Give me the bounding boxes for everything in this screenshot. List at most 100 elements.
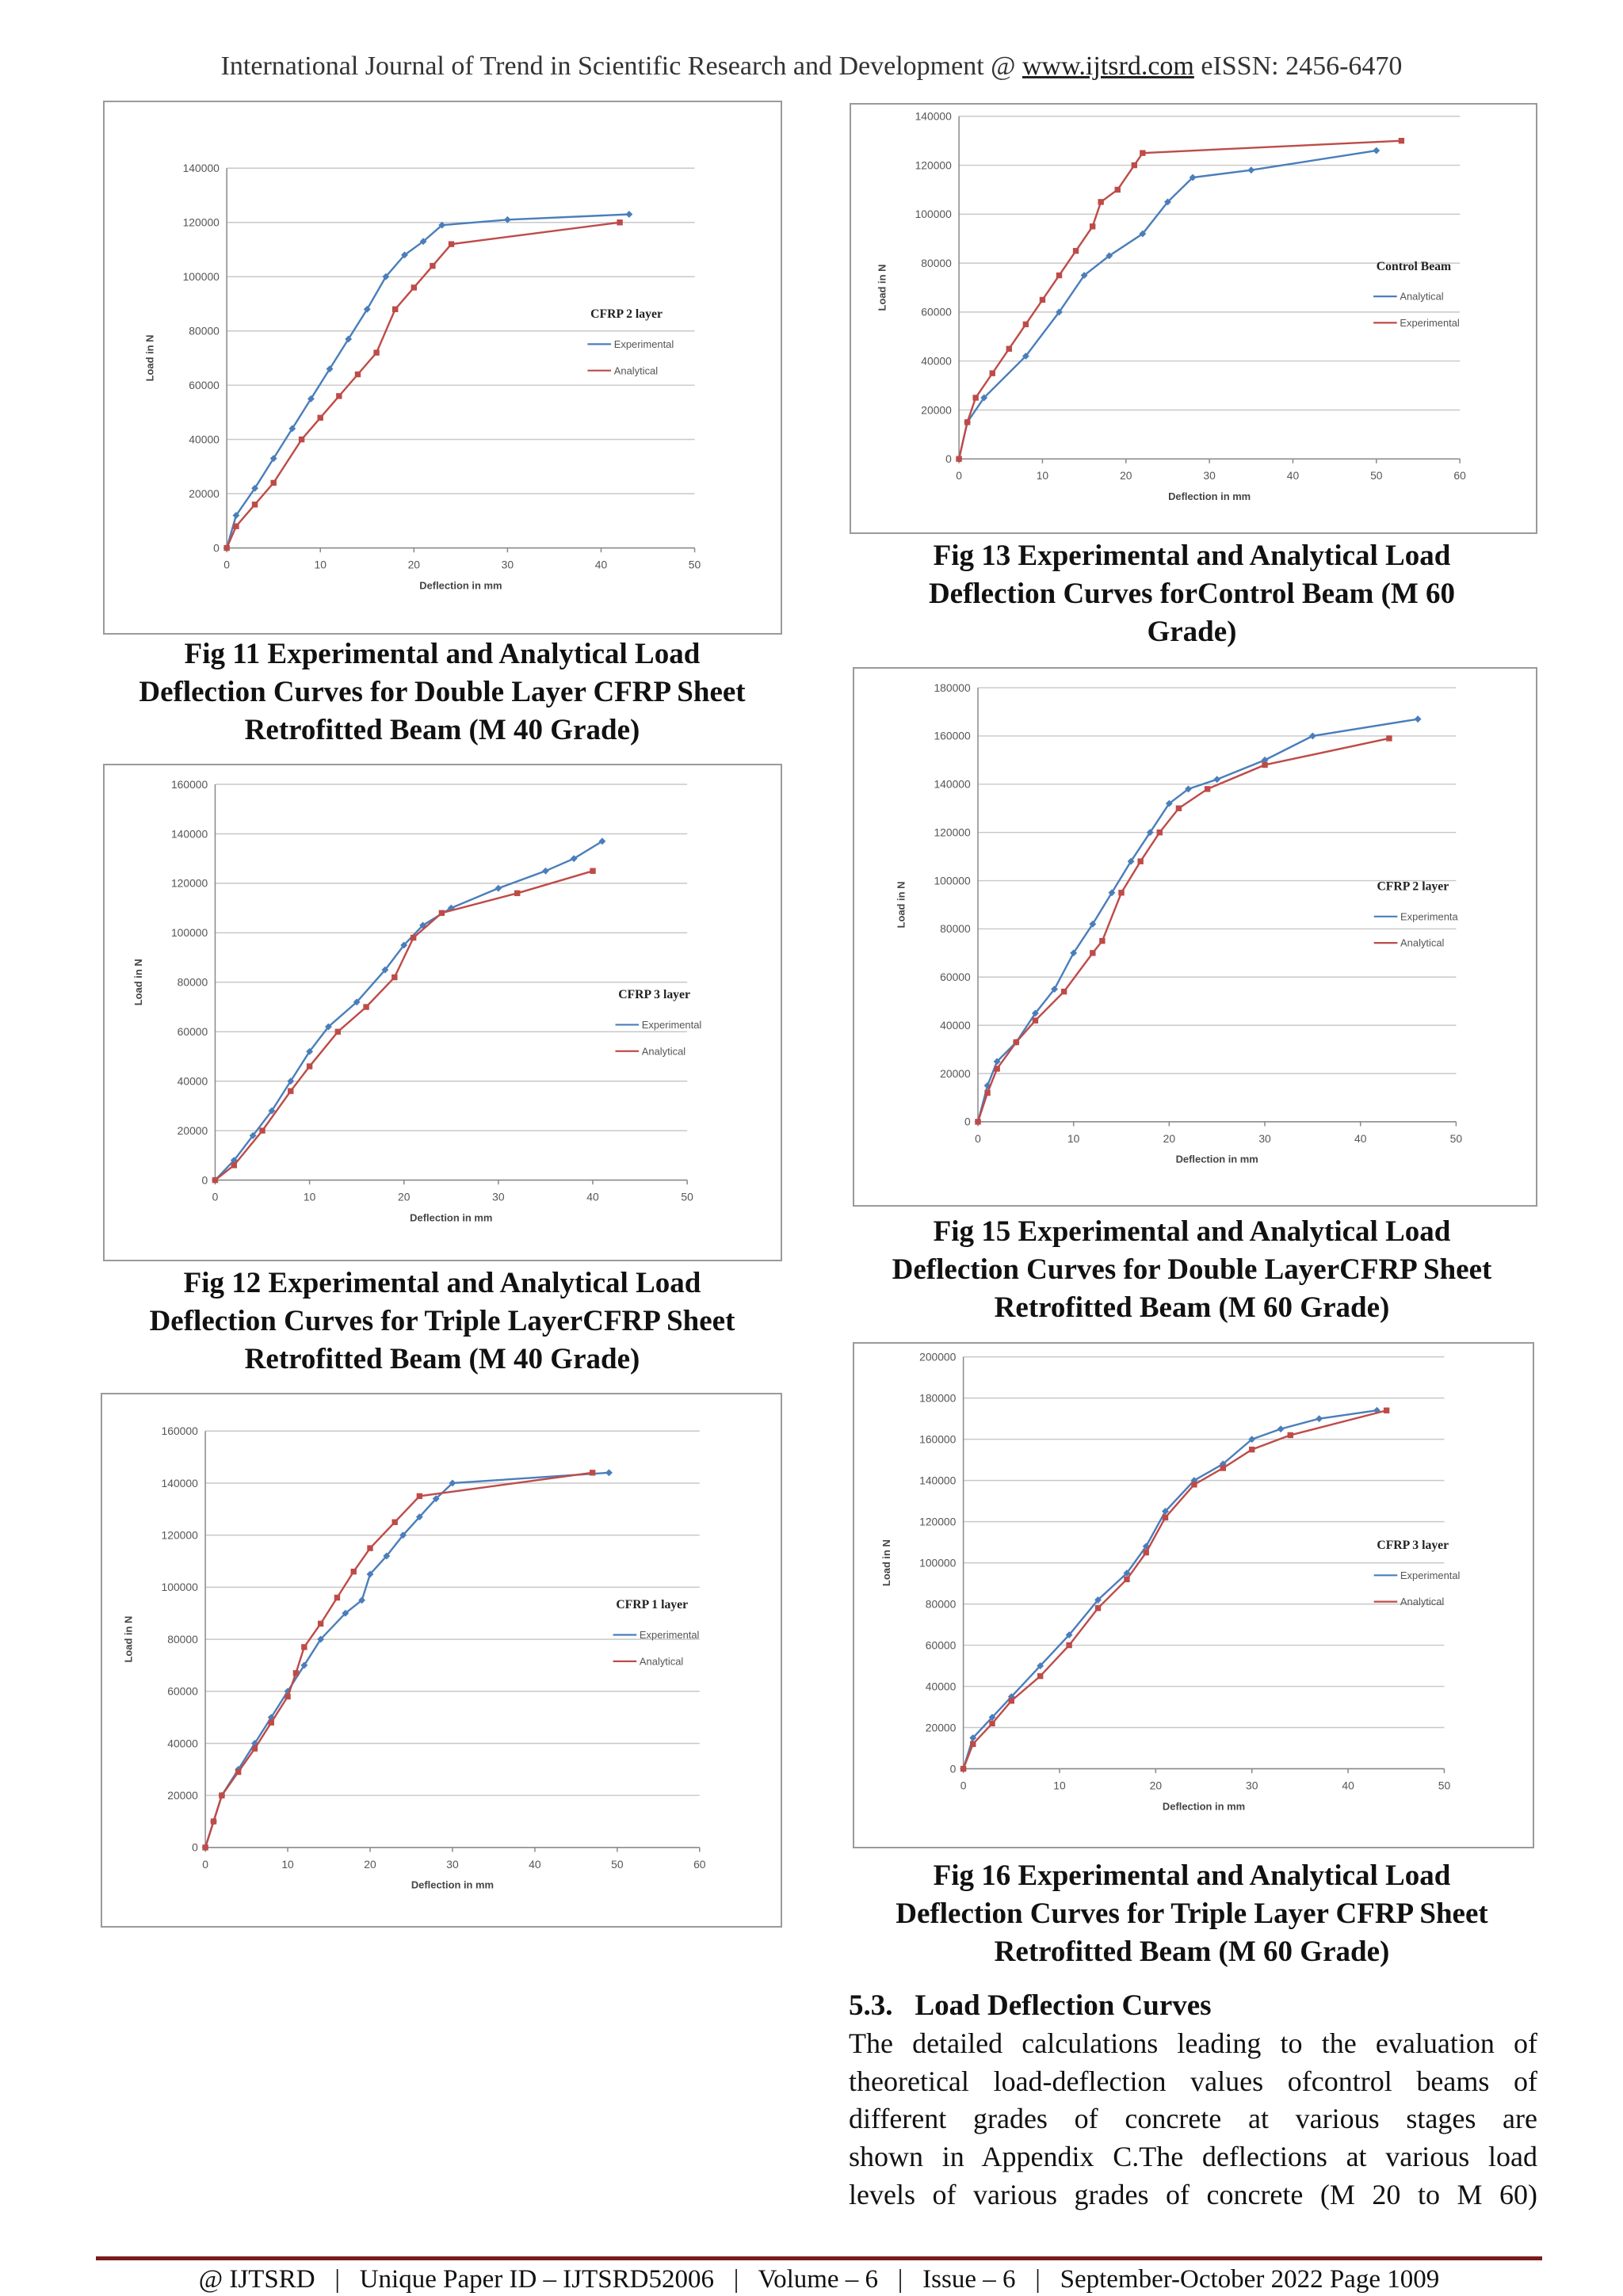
data-point bbox=[598, 837, 606, 845]
data-point bbox=[514, 891, 521, 897]
x-tick-label: 30 bbox=[1204, 469, 1216, 482]
chart: 0 20000 40000 60000 80000 100000 120000 140000 0… bbox=[103, 100, 782, 635]
y-axis-title: Load in N bbox=[876, 265, 888, 311]
caption-line: Fig 16 Experimental and Analytical Load bbox=[933, 1859, 1451, 1892]
data-point bbox=[307, 1063, 313, 1070]
data-point bbox=[235, 1768, 241, 1775]
data-point bbox=[1262, 761, 1268, 768]
data-point bbox=[288, 1088, 294, 1095]
data-point bbox=[300, 1643, 307, 1650]
figure-caption: Fig 13 Experimental and Analytical Load D… bbox=[835, 537, 1549, 651]
x-tick-label: 20 bbox=[1163, 1131, 1176, 1144]
data-point bbox=[317, 414, 324, 421]
x-axis-title: Deflection in mm bbox=[1176, 1153, 1258, 1165]
data-point bbox=[1056, 273, 1063, 279]
data-point bbox=[252, 501, 258, 508]
data-point bbox=[357, 1596, 365, 1604]
y-tick-label: 100000 bbox=[915, 208, 953, 220]
legend-label: Analytical bbox=[640, 1655, 683, 1667]
y-tick-label: 40000 bbox=[940, 1019, 971, 1032]
footer-rule bbox=[96, 2256, 1542, 2260]
data-point bbox=[1118, 889, 1125, 896]
y-tick-label: 180000 bbox=[919, 1392, 957, 1405]
data-point bbox=[411, 284, 418, 291]
y-tick-label: 100000 bbox=[934, 874, 972, 887]
data-point bbox=[231, 1157, 239, 1165]
data-point bbox=[341, 1609, 349, 1617]
chart: 0 20000 40000 60000 80000 100000 120000 140000 1… bbox=[100, 1392, 782, 1928]
series-line bbox=[976, 737, 1390, 1122]
y-tick-label: 60000 bbox=[926, 1639, 957, 1652]
data-point bbox=[251, 1745, 258, 1752]
data-point bbox=[401, 250, 409, 258]
x-tick-label: 50 bbox=[1450, 1131, 1463, 1144]
y-tick-label: 20000 bbox=[922, 404, 953, 417]
figure-caption: Fig 12 Experimental and Analytical Load D… bbox=[79, 1264, 805, 1379]
text-line: levels of various grades of concrete (M … bbox=[849, 2178, 1537, 2210]
y-tick-label: 120000 bbox=[919, 1516, 957, 1528]
series-line bbox=[226, 212, 630, 548]
data-point bbox=[317, 1620, 323, 1627]
caption-line: Deflection Curves for Double Layer CFRP … bbox=[139, 676, 746, 708]
y-axis-title: Load in N bbox=[122, 1615, 134, 1662]
data-point bbox=[1156, 829, 1163, 835]
data-point bbox=[1066, 1642, 1072, 1649]
data-point bbox=[212, 1177, 219, 1184]
x-tick-label: 50 bbox=[1438, 1779, 1451, 1792]
data-point bbox=[1070, 948, 1078, 956]
running-header: International Journal of Trend in Scient… bbox=[0, 48, 1623, 85]
series-line bbox=[976, 717, 1419, 1122]
x-tick-label: 0 bbox=[202, 1857, 208, 1870]
x-tick-label: 40 bbox=[529, 1857, 541, 1870]
data-point bbox=[382, 1552, 390, 1559]
x-tick-label: 20 bbox=[364, 1857, 376, 1870]
data-point bbox=[1073, 248, 1079, 254]
y-tick-label: 40000 bbox=[178, 1075, 208, 1088]
y-tick-label: 120000 bbox=[915, 159, 953, 172]
data-point bbox=[1061, 988, 1067, 994]
data-point bbox=[355, 371, 361, 377]
data-point bbox=[1162, 1508, 1170, 1516]
caption-line: Fig 12 Experimental and Analytical Load bbox=[183, 1267, 701, 1299]
data-point bbox=[1191, 1482, 1197, 1488]
y-tick-label: 100000 bbox=[161, 1581, 198, 1593]
y-tick-label: 140000 bbox=[161, 1476, 198, 1489]
series-line bbox=[204, 1471, 593, 1848]
data-point bbox=[1099, 937, 1106, 944]
data-point bbox=[1175, 805, 1182, 811]
data-point bbox=[960, 1766, 967, 1772]
x-tick-label: 0 bbox=[960, 1779, 967, 1792]
text-line: different grades of concrete at various … bbox=[849, 2103, 1537, 2135]
y-tick-label: 20000 bbox=[940, 1066, 971, 1079]
y-tick-label: 40000 bbox=[926, 1680, 957, 1693]
x-tick-label: 20 bbox=[408, 558, 421, 570]
series-line bbox=[204, 1471, 609, 1848]
series-line bbox=[958, 150, 1377, 460]
caption-line: Deflection Curves for Triple LayerCFRP S… bbox=[149, 1305, 735, 1337]
header-link[interactable]: www.ijtsrd.com bbox=[1022, 51, 1194, 81]
y-tick-label: 80000 bbox=[926, 1598, 957, 1611]
data-point bbox=[1309, 732, 1316, 739]
caption-line: Retrofitted Beam (M 60 Grade) bbox=[994, 1936, 1390, 1968]
legend-label: Analytical bbox=[614, 364, 658, 376]
x-tick-label: 0 bbox=[224, 558, 231, 570]
y-tick-label: 100000 bbox=[171, 927, 208, 940]
caption-line: Retrofitted Beam (M 60 Grade) bbox=[994, 1291, 1390, 1324]
x-axis-title: Deflection in mm bbox=[411, 1212, 493, 1224]
series-line bbox=[226, 221, 621, 548]
y-tick-label: 40000 bbox=[189, 433, 220, 445]
data-point bbox=[1032, 1016, 1039, 1024]
data-point bbox=[1220, 1465, 1227, 1471]
data-point bbox=[391, 974, 398, 981]
data-point bbox=[1040, 297, 1046, 303]
section-number: 5.3. bbox=[849, 1989, 893, 2022]
x-tick-label: 10 bbox=[281, 1857, 294, 1870]
caption-line: Retrofitted Beam (M 40 Grade) bbox=[244, 1343, 640, 1375]
y-tick-label: 80000 bbox=[178, 976, 208, 989]
data-point bbox=[325, 1023, 333, 1031]
y-tick-label: 0 bbox=[202, 1174, 208, 1187]
data-point bbox=[956, 456, 963, 463]
data-point bbox=[504, 215, 512, 223]
y-tick-label: 200000 bbox=[919, 1351, 957, 1363]
data-point bbox=[391, 1519, 398, 1525]
